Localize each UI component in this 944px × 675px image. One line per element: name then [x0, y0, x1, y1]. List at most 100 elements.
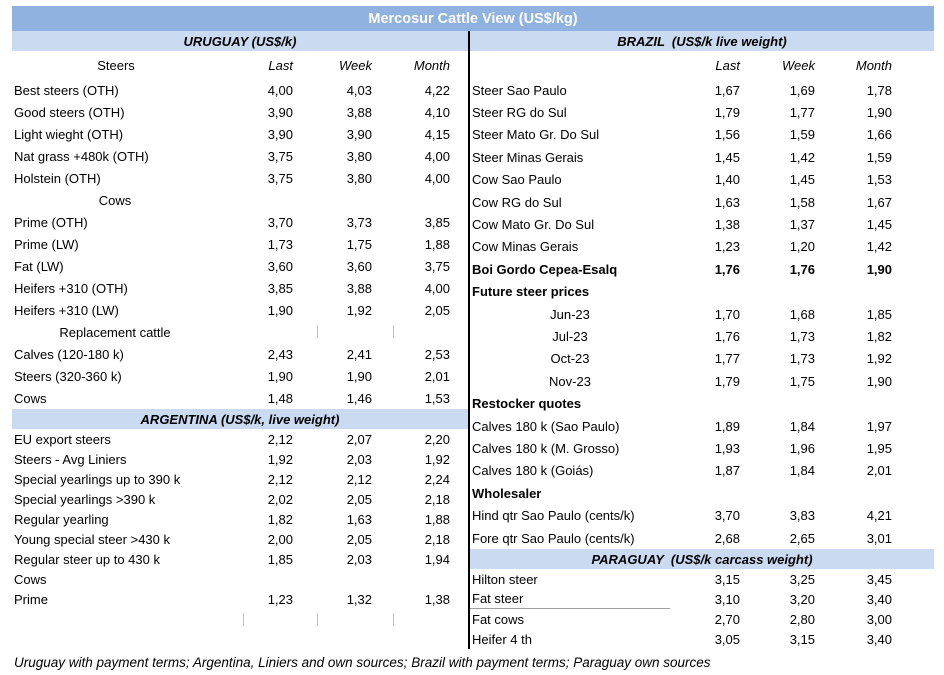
value-month: 1,53	[866, 172, 892, 188]
value-last: 3,70	[714, 508, 740, 524]
value-last: 1,73	[267, 236, 293, 252]
value-last: 3,75	[267, 148, 293, 164]
row-label: Best steers (OTH)	[14, 82, 119, 98]
table-row: Cows	[12, 189, 468, 211]
value-last: 1,76	[714, 328, 740, 344]
value-month: 1,92	[424, 451, 450, 467]
table-row: Hind qtr Sao Paulo (cents/k) 3,70 3,83 4,21	[470, 504, 934, 526]
value-week: 2,03	[346, 551, 372, 567]
value-month: 1,45	[866, 217, 892, 233]
cell-border-tick	[243, 613, 244, 626]
value-week: 3,83	[789, 508, 815, 524]
table-row: Regular steer up to 430 k 1,85 2,03 1,94	[12, 549, 468, 569]
value-last: 3,90	[267, 104, 293, 120]
row-label: Regular yearling	[14, 511, 109, 527]
value-week: 2,65	[789, 530, 815, 546]
row-label: Replacement cattle	[59, 324, 171, 340]
row-label: Jul-23	[552, 328, 588, 344]
table-row: Nov-23 1,79 1,75 1,90	[470, 370, 934, 392]
value-month-header: Month	[413, 57, 450, 73]
table-row: Special yearlings >390 k 2,02 2,05 2,18	[12, 489, 468, 509]
value-month: 4,21	[866, 508, 892, 524]
table-row	[12, 609, 468, 627]
cell-border-tick	[317, 325, 318, 338]
value-last: 2,02	[267, 491, 293, 507]
value-last: 1,77	[714, 351, 740, 367]
section-band: ARGENTINA (US$/k, live weight)	[12, 409, 468, 429]
row-label: Cow Mato Gr. Do Sul	[472, 217, 595, 233]
value-last: 1,79	[714, 105, 740, 121]
value-week-header: Week	[782, 57, 815, 73]
value-last: 1,23	[267, 591, 293, 607]
value-last: 1,38	[714, 217, 740, 233]
value-week: 1,63	[346, 511, 372, 527]
table-row: Heifers +310 (OTH) 3,85 3,88 4,00	[12, 277, 468, 299]
value-last: 1,45	[714, 149, 740, 165]
table-row: Jun-23 1,70 1,68 1,85	[470, 303, 934, 325]
table-row: Calves 180 k (Sao Paulo) 1,89 1,84 1,97	[470, 415, 934, 437]
value-week: 2,80	[789, 611, 815, 627]
row-label: Steer Sao Paulo	[472, 82, 567, 98]
value-month: 1,90	[866, 105, 892, 121]
row-label: Hilton steer	[472, 571, 538, 587]
value-week: 3,15	[789, 631, 815, 647]
value-last: 3,90	[267, 126, 293, 142]
value-week: 1,96	[789, 440, 815, 456]
value-month: 4,22	[424, 82, 450, 98]
table-row: Boi Gordo Cepea-Esalq 1,76 1,76 1,90	[470, 258, 934, 280]
value-last: 1,63	[714, 194, 740, 210]
value-last: 1,40	[714, 172, 740, 188]
value-month: 1,66	[866, 127, 892, 143]
row-label: Prime (OTH)	[14, 214, 88, 230]
value-month: 4,00	[424, 148, 450, 164]
table-row: Steer Minas Gerais 1,45 1,42 1,59	[470, 146, 934, 168]
table-row: Fat (LW) 3,60 3,60 3,75	[12, 255, 468, 277]
value-week: 1,73	[789, 328, 815, 344]
column-divider	[468, 31, 470, 650]
table-row: Special yearlings up to 390 k 2,12 2,12 2,2…	[12, 469, 468, 489]
row-label: Cows	[14, 571, 47, 587]
table-row: Steer RG do Sul 1,79 1,77 1,90	[470, 101, 934, 123]
label-column-header: Steers	[97, 57, 135, 73]
value-month: 2,05	[424, 302, 450, 318]
value-week: 1,45	[789, 172, 815, 188]
value-week: 1,73	[789, 351, 815, 367]
table-row: Holstein (OTH) 3,75 3,80 4,00	[12, 167, 468, 189]
value-last: 3,05	[714, 631, 740, 647]
report-title-bar: Mercosur Cattle View (US$/kg)	[12, 6, 934, 31]
table-row: Calves 180 k (M. Grosso) 1,93 1,96 1,95	[470, 437, 934, 459]
value-last: 1,87	[714, 463, 740, 479]
table-row: Good steers (OTH) 3,90 3,88 4,10	[12, 101, 468, 123]
table-row: Cows	[12, 569, 468, 589]
value-last: 3,85	[267, 280, 293, 296]
value-month: 3,40	[866, 591, 892, 607]
row-label: Young special steer >430 k	[14, 531, 170, 547]
value-last: 1,92	[267, 451, 293, 467]
row-label: Prime	[14, 591, 48, 607]
table-row: Calves 180 k (Goiás) 1,87 1,84 2,01	[470, 460, 934, 482]
table-row: Wholesaler	[470, 482, 934, 504]
row-label: Light wieght (OTH)	[14, 126, 124, 142]
value-last: 3,75	[267, 170, 293, 186]
value-month: 4,15	[424, 126, 450, 142]
value-month: 2,53	[424, 346, 450, 362]
value-last: 1,89	[714, 418, 740, 434]
table-row: Young special steer >430 k 2,00 2,05 2,18	[12, 529, 468, 549]
table-row: Best steers (OTH) 4,00 4,03 4,22	[12, 79, 468, 101]
value-week: 2,12	[346, 471, 372, 487]
row-label: Restocker quotes	[472, 396, 582, 412]
value-month: 4,00	[424, 170, 450, 186]
value-last: 1,93	[714, 440, 740, 456]
cell-border-tick	[393, 325, 394, 338]
value-last: 1,70	[714, 306, 740, 322]
row-label: Heifers +310 (LW)	[14, 302, 119, 318]
value-month: 3,75	[424, 258, 450, 274]
value-last: 3,70	[267, 214, 293, 230]
cell-border-tick	[393, 613, 394, 626]
value-week: 1,77	[789, 105, 815, 121]
table-row: Cow RG do Sul 1,63 1,58 1,67	[470, 191, 934, 213]
table-row: Nat grass +480k (OTH) 3,75 3,80 4,00	[12, 145, 468, 167]
value-week: 3,88	[346, 104, 372, 120]
table-row: Steers (320-360 k) 1,90 1,90 2,01	[12, 365, 468, 387]
